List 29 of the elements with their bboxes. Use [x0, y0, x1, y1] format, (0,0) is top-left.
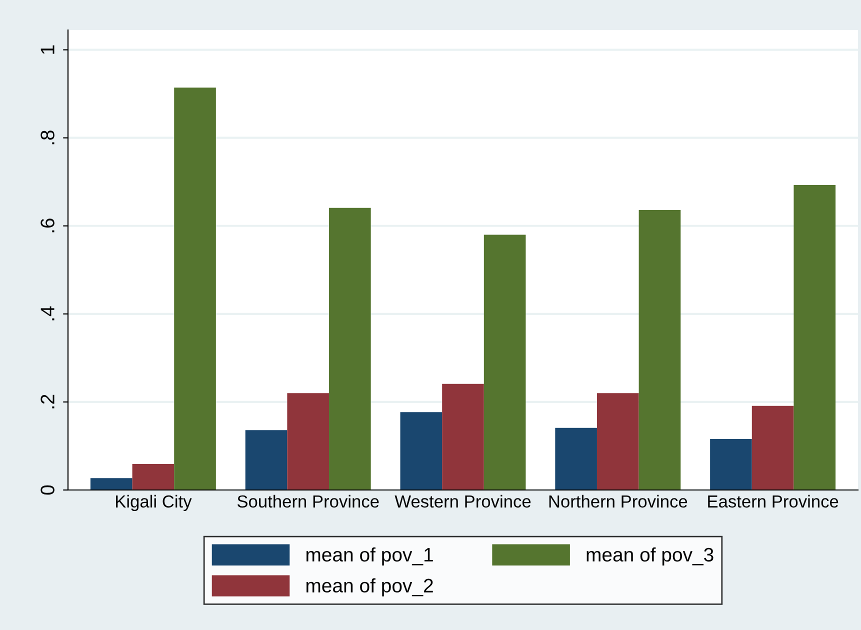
legend-label: mean of pov_3 — [586, 547, 714, 566]
y-tick-label: 0 — [40, 485, 54, 495]
y-tick-label: .2 — [40, 394, 54, 408]
bar — [638, 210, 681, 490]
x-tick-label: Eastern Province — [708, 494, 838, 508]
bar — [174, 88, 216, 490]
bar — [90, 478, 132, 490]
bar — [794, 184, 836, 490]
bar — [287, 393, 330, 490]
bar — [752, 406, 794, 490]
bar — [710, 438, 752, 490]
y-tick-label: .4 — [40, 306, 54, 320]
bar — [555, 428, 597, 490]
bar — [400, 412, 442, 490]
x-tick-label: Western Province — [394, 494, 531, 508]
y-tick-label: .6 — [40, 218, 54, 232]
bar — [245, 430, 288, 490]
legend-label: mean of pov_1 — [306, 547, 433, 566]
y-tick-label: 1 — [40, 45, 54, 54]
bar — [596, 393, 639, 490]
x-tick-label: Southern Province — [237, 494, 379, 508]
bar — [484, 234, 526, 490]
bar — [132, 464, 174, 490]
x-tick-label: Kigali City — [116, 494, 192, 512]
y-tick-label: .8 — [40, 130, 54, 144]
legend-label: mean of pov_2 — [306, 578, 433, 596]
bar — [329, 208, 371, 490]
bar — [442, 384, 484, 490]
x-tick-label: Northern Province — [549, 494, 688, 508]
